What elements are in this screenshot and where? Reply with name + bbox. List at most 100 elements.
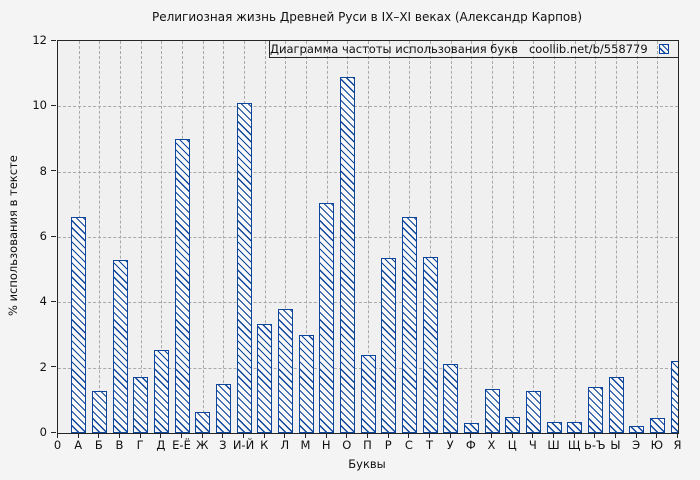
bar-З bbox=[215, 384, 231, 433]
bar-Ф bbox=[463, 423, 479, 433]
legend: Диаграмма частоты использования букв coo… bbox=[269, 41, 678, 58]
x-tick bbox=[243, 433, 244, 438]
x-tick bbox=[449, 433, 451, 438]
bar-Ш bbox=[546, 421, 562, 433]
y-tick bbox=[50, 431, 56, 433]
bar-П bbox=[360, 354, 376, 433]
x-tick bbox=[181, 433, 182, 438]
bar-Х bbox=[484, 388, 500, 433]
x-tick-label: И-Й bbox=[232, 438, 255, 452]
x-tick-label: С bbox=[404, 438, 413, 452]
x-tick bbox=[77, 433, 79, 438]
x-tick bbox=[491, 433, 492, 438]
bar-Ь-Ъ bbox=[587, 387, 603, 433]
x-tick-label: Л bbox=[280, 438, 290, 452]
x-tick-label: Ю bbox=[650, 438, 664, 452]
bar-Г bbox=[133, 377, 149, 433]
bar-У bbox=[443, 364, 459, 433]
gridline-horizontal bbox=[58, 171, 678, 173]
x-tick bbox=[201, 433, 203, 438]
x-tick bbox=[429, 433, 430, 438]
x-tick bbox=[325, 433, 327, 438]
x-tick-label: О bbox=[342, 438, 352, 452]
legend-source-link: coollib.net/b/558779 bbox=[528, 42, 648, 56]
x-tick-label: Е-Ё bbox=[172, 438, 191, 452]
x-tick bbox=[677, 433, 678, 438]
y-tick-label: 6 bbox=[39, 229, 47, 243]
x-tick bbox=[387, 433, 389, 438]
y-tick-label: 4 bbox=[39, 294, 47, 309]
x-tick bbox=[222, 433, 224, 438]
bar-О bbox=[339, 76, 355, 433]
bar-Л bbox=[277, 308, 293, 433]
x-tick bbox=[57, 433, 58, 438]
x-tick bbox=[573, 433, 575, 438]
x-tick-label: Б bbox=[94, 438, 103, 452]
bar-К bbox=[257, 323, 273, 433]
bar-Б bbox=[91, 390, 107, 433]
x-tick bbox=[346, 433, 348, 438]
bar-В bbox=[112, 259, 128, 433]
x-tick bbox=[119, 433, 120, 438]
x-tick bbox=[532, 433, 534, 438]
gridline-horizontal bbox=[58, 302, 678, 304]
x-tick bbox=[305, 433, 306, 438]
gridline-horizontal bbox=[58, 237, 678, 238]
x-tick-label: Х bbox=[487, 438, 496, 452]
y-tick bbox=[50, 104, 56, 106]
bar-М bbox=[298, 335, 314, 433]
x-tick-label: Т bbox=[425, 438, 434, 452]
x-tick-label: Ы bbox=[610, 438, 621, 452]
x-tick-label: Ч bbox=[528, 438, 537, 452]
bar-Ч bbox=[525, 390, 541, 433]
y-tick-label: 8 bbox=[39, 163, 47, 178]
x-tick bbox=[408, 433, 410, 438]
x-tick bbox=[635, 433, 637, 438]
legend-label: Диаграмма частоты использования букв bbox=[270, 42, 518, 56]
x-tick-label: Н bbox=[321, 438, 331, 452]
x-tick-label: З bbox=[219, 438, 227, 452]
x-tick-label: Д bbox=[156, 438, 166, 452]
x-tick-label: У bbox=[446, 438, 454, 452]
x-tick-label: 0 bbox=[53, 438, 62, 452]
x-tick-label: Ш bbox=[547, 438, 560, 452]
bar-Н bbox=[319, 202, 335, 433]
x-tick-label: Ь-Ъ bbox=[584, 438, 606, 452]
x-tick bbox=[284, 433, 286, 438]
x-tick bbox=[263, 433, 265, 438]
x-axis-title: Буквы bbox=[348, 457, 386, 471]
y-tick-label: 0 bbox=[39, 425, 47, 439]
bar-Т bbox=[422, 256, 438, 433]
y-tick-label: 10 bbox=[32, 98, 47, 113]
x-tick bbox=[470, 433, 472, 438]
legend-swatch bbox=[658, 44, 669, 54]
x-tick bbox=[553, 433, 554, 438]
bar-Ю bbox=[649, 418, 665, 433]
x-tick-label: М bbox=[300, 438, 311, 452]
bar-Ы bbox=[608, 377, 624, 433]
bar-Ц bbox=[505, 416, 521, 433]
x-tick-label: К bbox=[260, 438, 269, 452]
bar-А bbox=[71, 217, 87, 433]
bar-Щ bbox=[567, 421, 583, 433]
x-tick bbox=[615, 433, 616, 438]
x-tick-label: Я bbox=[673, 438, 682, 452]
y-tick bbox=[50, 300, 56, 302]
y-tick bbox=[50, 366, 56, 368]
bar-Я bbox=[670, 361, 678, 433]
x-tick bbox=[594, 433, 596, 438]
y-tick-label: 12 bbox=[32, 33, 47, 47]
x-tick-label: Р bbox=[384, 438, 392, 452]
x-tick bbox=[367, 433, 368, 438]
bar-С bbox=[401, 217, 417, 433]
x-tick-label: Щ bbox=[567, 438, 581, 452]
x-tick-label: Г bbox=[136, 438, 144, 452]
x-tick bbox=[511, 433, 513, 438]
x-tick-label: Ж bbox=[195, 438, 209, 452]
x-tick-label: Ц bbox=[507, 438, 517, 452]
y-tick bbox=[50, 170, 56, 172]
x-tick bbox=[139, 433, 141, 438]
x-tick-label: А bbox=[74, 438, 83, 452]
x-tick-label: Э bbox=[632, 438, 641, 452]
